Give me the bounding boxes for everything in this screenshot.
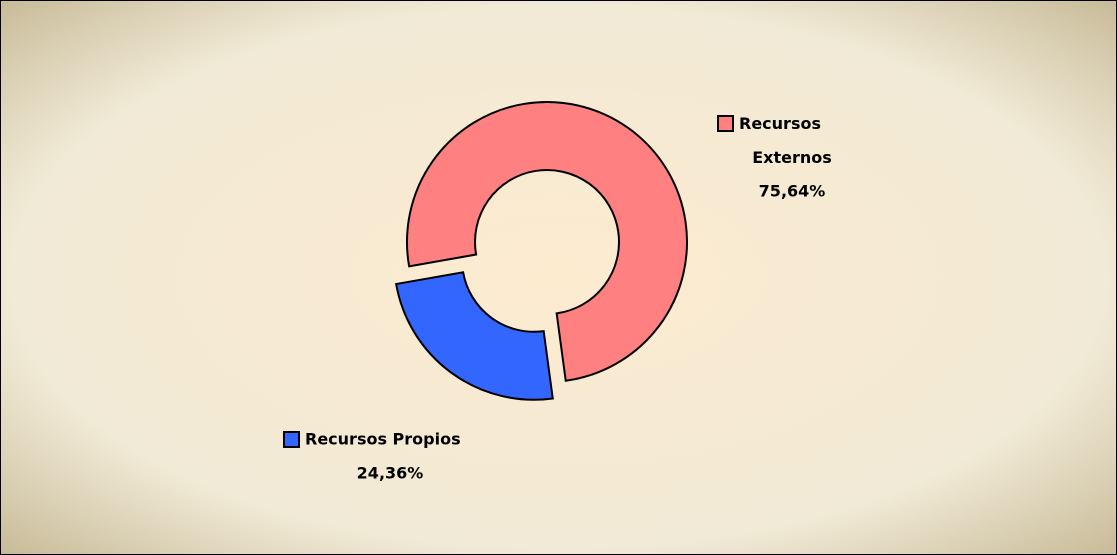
donut-slice: [394, 271, 554, 401]
label-line: Externos: [752, 148, 832, 167]
donut-slice: [406, 101, 688, 382]
slice-value-label: 75,64%: [759, 182, 826, 201]
label-line: Recursos: [739, 114, 821, 133]
slice-label: Recursos Externos: [739, 114, 832, 167]
slice-label: Recursos Propios: [305, 430, 461, 449]
slice-value-label: 24,36%: [357, 464, 424, 483]
legend-swatch: [717, 115, 734, 132]
legend-swatch: [283, 431, 300, 448]
